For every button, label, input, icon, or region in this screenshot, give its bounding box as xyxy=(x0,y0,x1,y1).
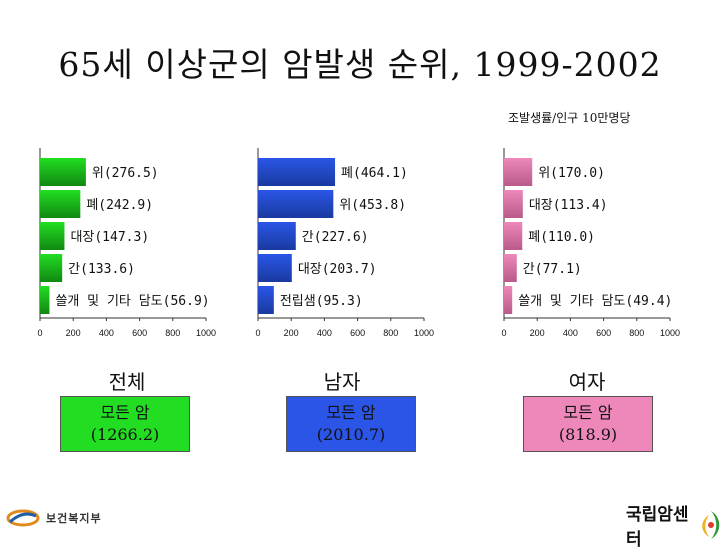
x-tick-label: 600 xyxy=(132,328,147,338)
all-cancer-value: (2010.7) xyxy=(316,425,386,444)
bar-label: 대장(147.3) xyxy=(70,230,149,245)
group-label-male: 남자 xyxy=(323,370,361,394)
bar xyxy=(258,286,274,314)
bar xyxy=(40,254,63,282)
bar xyxy=(258,222,296,250)
bar xyxy=(504,222,523,250)
group-label-female: 여자 xyxy=(568,370,606,394)
x-tick-label: 1000 xyxy=(414,328,434,338)
unit-note: 조발생률/인구 10만명당 xyxy=(508,111,631,125)
bar-label: 전립샘(95.3) xyxy=(280,294,363,309)
bar-label: 위(453.8) xyxy=(339,198,406,213)
x-tick-label: 0 xyxy=(37,328,42,338)
bar-label: 쓸개 및 기타 담도(56.9) xyxy=(55,294,209,309)
x-tick-label: 800 xyxy=(165,328,180,338)
bar xyxy=(504,286,513,314)
bar-label: 위(170.0) xyxy=(538,166,605,181)
x-tick-label: 200 xyxy=(530,328,545,338)
bar-label: 폐(464.1) xyxy=(341,166,408,181)
all-cancer-value: (818.9) xyxy=(558,425,618,444)
chart-total: 위(276.5) 폐(242.9) 대장(147.3) 간(133.6) 쓸개 및 기타… xyxy=(37,148,216,338)
all-cancer-label: 모든 암 xyxy=(326,403,376,422)
x-tick-label: 0 xyxy=(501,328,506,338)
bar xyxy=(504,190,523,218)
bar-label: 간(227.6) xyxy=(302,230,369,245)
x-tick-label: 1000 xyxy=(660,328,680,338)
x-tick-label: 800 xyxy=(629,328,644,338)
all-cancer-value: (1266.2) xyxy=(90,425,160,444)
bar xyxy=(40,158,86,186)
bar xyxy=(258,158,336,186)
bar-label: 위(276.5) xyxy=(92,166,159,181)
all-cancer-box-total: 모든 암 (1266.2) xyxy=(60,396,190,452)
bar xyxy=(258,190,334,218)
all-cancer-box-female: 모든 암 (818.9) xyxy=(523,396,653,452)
page-title: 65세 이상군의 암발생 순위, 1999-2002 xyxy=(58,45,662,84)
x-tick-label: 1000 xyxy=(196,328,216,338)
all-cancer-box-male: 모든 암 (2010.7) xyxy=(286,396,416,452)
bar-label: 쓸개 및 기타 담도(49.4) xyxy=(518,294,672,309)
ncc-emblem-icon xyxy=(701,511,719,539)
bar xyxy=(504,254,517,282)
bar-label: 폐(242.9) xyxy=(86,198,153,213)
x-tick-label: 400 xyxy=(563,328,578,338)
bar xyxy=(504,158,533,186)
bar-label: 간(77.1) xyxy=(523,262,582,277)
x-tick-label: 800 xyxy=(383,328,398,338)
chart-male: 폐(464.1) 위(453.8) 간(227.6) 대장(203.7) 전립샘(95.… xyxy=(255,148,434,338)
ministry-emblem-icon xyxy=(6,509,40,527)
ministry-logo: 보건복지부 xyxy=(6,506,102,530)
x-tick-label: 400 xyxy=(317,328,332,338)
bar xyxy=(40,190,81,218)
bar-label: 폐(110.0) xyxy=(528,230,595,245)
bar-label: 대장(203.7) xyxy=(298,262,377,277)
bar xyxy=(40,286,50,314)
x-tick-label: 600 xyxy=(350,328,365,338)
bar-label: 간(133.6) xyxy=(68,262,135,277)
x-tick-label: 200 xyxy=(284,328,299,338)
ncc-logo: 국립암센터 xyxy=(626,500,720,550)
x-tick-label: 600 xyxy=(596,328,611,338)
all-cancer-label: 모든 암 xyxy=(563,403,613,422)
all-cancer-label: 모든 암 xyxy=(100,403,150,422)
ncc-logo-text: 국립암센터 xyxy=(626,505,689,549)
bar xyxy=(40,222,65,250)
chart-female: 위(170.0) 대장(113.4) 폐(110.0) 간(77.1) 쓸개 및 기타 … xyxy=(501,148,680,338)
x-tick-label: 400 xyxy=(99,328,114,338)
x-tick-label: 0 xyxy=(255,328,260,338)
bar-label: 대장(113.4) xyxy=(529,198,608,213)
x-tick-label: 200 xyxy=(66,328,81,338)
ministry-logo-text: 보건복지부 xyxy=(46,513,102,525)
group-label-total: 전체 xyxy=(108,370,146,394)
bar xyxy=(258,254,292,282)
